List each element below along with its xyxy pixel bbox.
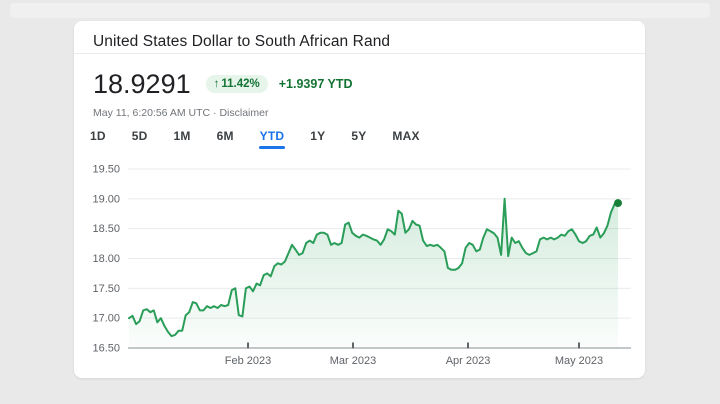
window-top-strip xyxy=(10,3,710,18)
y-axis-label: 19.00 xyxy=(92,193,120,205)
tab-6m[interactable]: 6M xyxy=(216,129,235,149)
x-axis-label: May 2023 xyxy=(555,355,603,367)
y-axis-label: 16.50 xyxy=(92,343,120,355)
area-fill xyxy=(129,198,618,348)
y-axis-label: 19.50 xyxy=(92,164,120,176)
change-percent: 11.42% xyxy=(221,78,260,90)
timestamp: May 11, 6:20:56 AM UTC xyxy=(93,107,211,119)
ytd-change: +1.9397 YTD xyxy=(278,77,353,91)
tab-ytd[interactable]: YTD xyxy=(258,129,286,149)
exchange-chart[interactable]: 19.50 19.00 18.50 18.00 17.50 17.00 16.50 Feb 2… xyxy=(84,155,644,373)
tab-1y[interactable]: 1Y xyxy=(309,129,326,149)
y-axis-label: 18.00 xyxy=(92,253,120,265)
tab-5y[interactable]: 5Y xyxy=(350,129,367,149)
current-price: 18.9291 xyxy=(93,69,191,99)
y-axis-label: 17.50 xyxy=(92,283,120,295)
x-axis-label: Apr 2023 xyxy=(446,355,491,367)
y-axis-label: 18.50 xyxy=(92,223,120,235)
range-tabs: 1D 5D 1M 6M YTD 1Y 5Y MAX xyxy=(74,129,645,151)
price-line xyxy=(128,197,619,338)
quote-meta: May 11, 6:20:56 AM UTC · Disclaimer xyxy=(74,106,645,120)
tab-1d[interactable]: 1D xyxy=(89,129,107,149)
quote-row: 18.9291 ↑ 11.42% +1.9397 YTD xyxy=(74,67,645,101)
x-axis-label: Feb 2023 xyxy=(225,355,271,367)
title-divider xyxy=(74,53,645,54)
y-axis-label: 17.00 xyxy=(92,313,120,325)
last-price-dot xyxy=(614,199,622,208)
page-title: United States Dollar to South African Ra… xyxy=(93,33,391,50)
quote-card: United States Dollar to South African Ra… xyxy=(74,21,645,378)
tab-max[interactable]: MAX xyxy=(391,129,420,149)
tab-1m[interactable]: 1M xyxy=(173,129,192,149)
change-badge: ↑ 11.42% xyxy=(205,75,268,93)
disclaimer-link[interactable]: Disclaimer xyxy=(219,107,269,119)
x-axis-label: Mar 2023 xyxy=(330,355,376,367)
dot-separator: · xyxy=(213,107,217,119)
tab-5d[interactable]: 5D xyxy=(131,129,149,149)
arrow-up-icon: ↑ xyxy=(213,78,220,90)
